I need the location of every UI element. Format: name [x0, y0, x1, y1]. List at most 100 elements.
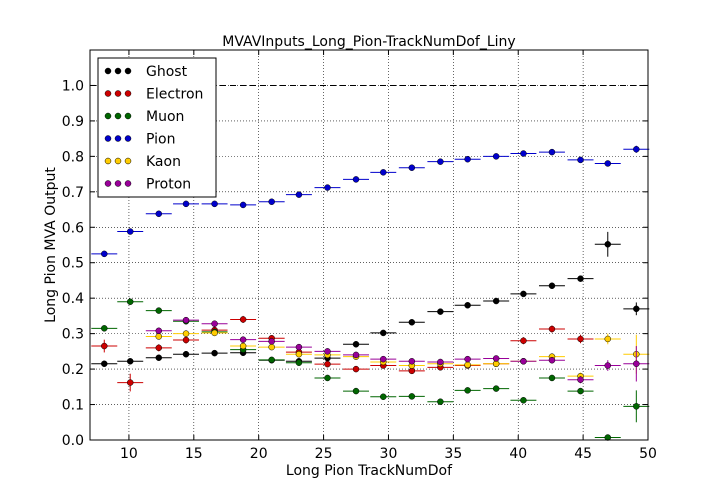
data-point: [520, 150, 527, 157]
y-ticks: 0.0 0.1 0.2 0.3 0.4 0.5 0.6 0.7 0.8 0.9 1.0: [62, 78, 648, 449]
legend-label: Kaon: [146, 154, 181, 170]
data-point: [295, 350, 303, 358]
data-point: [101, 342, 108, 350]
data-point: [295, 191, 303, 198]
data-point: [155, 327, 163, 335]
legend-marker: [104, 135, 112, 142]
x-tick-label: 15: [185, 446, 203, 462]
data-point: [101, 250, 108, 258]
data-point: [352, 365, 360, 373]
data-point: [155, 210, 163, 218]
data-point: [520, 358, 527, 365]
data-point: [211, 329, 218, 337]
data-point: [633, 146, 640, 153]
data-point: [268, 356, 275, 364]
plot-frame: [89, 49, 649, 441]
data-point: [633, 360, 640, 368]
data-point: [548, 148, 556, 156]
x-tick-label: 25: [315, 446, 333, 462]
data-point: [126, 228, 134, 235]
legend-marker: [104, 180, 112, 187]
data-point: [101, 360, 108, 368]
data-point: [577, 275, 584, 282]
data-point: [577, 387, 584, 395]
legend-label: Electron: [146, 87, 203, 103]
x-tick-label: 20: [250, 446, 268, 462]
data-point: [211, 320, 218, 327]
data-point: [155, 354, 163, 361]
legend-marker: [114, 180, 122, 187]
x-tick-label: 40: [509, 446, 527, 462]
series-group: [91, 145, 650, 441]
data-point: [492, 385, 500, 392]
data-point: [408, 358, 416, 365]
y-tick-label: 0.8: [62, 149, 84, 165]
legend-marker: [104, 90, 112, 97]
data-point: [633, 403, 640, 410]
series-kaon: [145, 329, 650, 380]
y-tick-label: 0.9: [62, 114, 84, 130]
data-point: [380, 393, 387, 400]
legend-label: Muon: [146, 109, 184, 125]
data-point: [464, 155, 471, 163]
data-point: [211, 349, 218, 357]
data-point: [604, 362, 612, 369]
data-point: [577, 376, 584, 383]
data-point: [633, 305, 640, 313]
data-point: [239, 201, 247, 209]
data-point: [492, 153, 500, 160]
data-point: [520, 290, 527, 298]
data-point: [408, 164, 416, 171]
data-point: [604, 335, 612, 343]
legend-marker: [124, 157, 132, 165]
y-tick-label: 0.5: [62, 256, 84, 272]
data-point: [126, 298, 134, 305]
data-point: [155, 307, 163, 314]
data-point: [577, 156, 584, 164]
data-point: [380, 355, 387, 363]
data-point: [520, 337, 527, 344]
data-point: [352, 351, 360, 359]
legend-marker: [124, 180, 132, 187]
data-point: [182, 336, 190, 344]
data-point: [295, 343, 303, 351]
series-pion: [91, 145, 650, 258]
data-point: [324, 184, 331, 191]
legend-marker: [104, 67, 112, 75]
legend-marker: [114, 90, 122, 97]
data-point: [437, 398, 444, 405]
legend-marker: [114, 67, 122, 75]
data-point: [352, 176, 360, 183]
x-tick-label: 10: [120, 446, 138, 462]
legend-label: Pion: [146, 132, 175, 148]
legend-marker: [104, 157, 112, 165]
data-point: [352, 387, 360, 395]
data-point: [324, 348, 331, 355]
data-point: [239, 342, 247, 350]
data-point: [437, 308, 444, 315]
data-point: [437, 158, 444, 165]
data-point: [268, 343, 275, 351]
data-point: [182, 200, 190, 208]
data-point: [380, 169, 387, 176]
legend-marker: [124, 67, 132, 75]
legend-marker: [124, 135, 132, 142]
data-point: [604, 160, 612, 167]
y-tick-label: 0.4: [62, 291, 84, 307]
legend: Ghost Electron Muon Pion Kaon Proton: [97, 57, 217, 198]
data-point: [268, 198, 275, 205]
data-point: [548, 356, 556, 364]
data-point: [464, 387, 471, 394]
x-axis-label: Long Pion TrackNumDof: [286, 463, 453, 479]
y-tick-label: 0.2: [62, 362, 84, 378]
data-point: [211, 200, 218, 208]
legend-marker: [104, 112, 112, 120]
data-point: [155, 344, 163, 352]
data-point: [239, 336, 247, 343]
data-point: [101, 325, 108, 332]
x-tick-label: 35: [444, 446, 462, 462]
legend-label: Ghost: [146, 64, 188, 80]
data-point: [464, 355, 471, 363]
data-point: [548, 374, 556, 382]
y-axis-label: Long Pion MVA Output: [43, 167, 59, 323]
